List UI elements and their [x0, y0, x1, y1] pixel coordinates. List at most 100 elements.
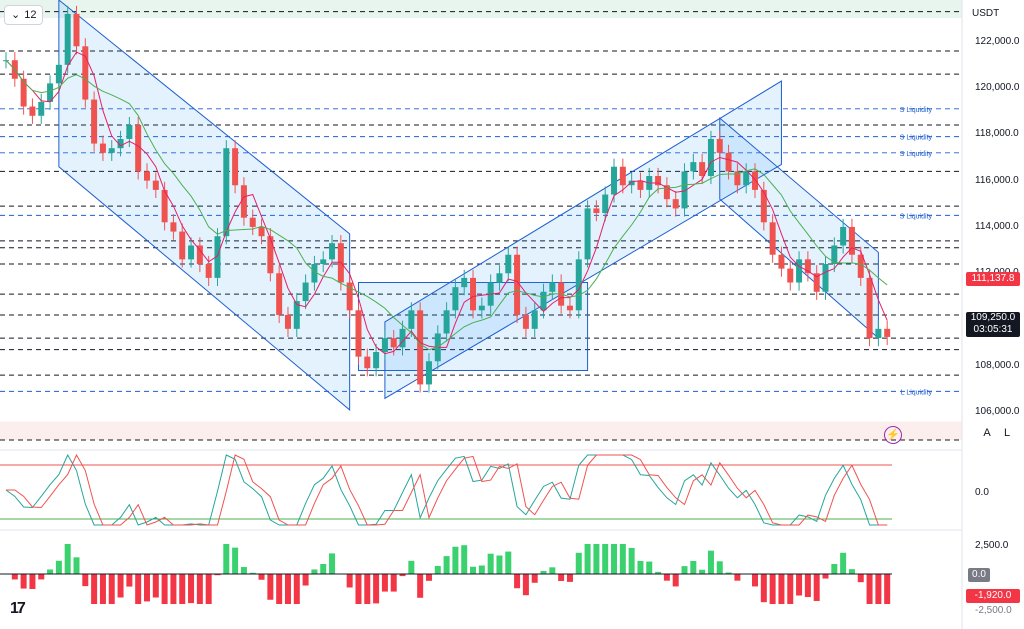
oscillator-zero-label: 0.0	[975, 487, 989, 498]
histogram-bar	[214, 574, 221, 576]
histogram-bottom-label: -2,500.0	[975, 605, 1012, 616]
histogram-bar	[143, 574, 150, 602]
candle-body	[875, 328, 882, 339]
candle-body	[381, 338, 388, 352]
histogram-bar	[408, 560, 415, 574]
histogram-bar	[20, 574, 27, 589]
histogram-bar	[188, 574, 195, 604]
candle-body	[205, 264, 212, 278]
histogram-bar	[496, 555, 503, 574]
candle-body	[320, 259, 327, 264]
down-channel-left	[58, 0, 351, 411]
log-scale-button[interactable]: L	[1003, 427, 1011, 439]
candle-body	[126, 125, 133, 139]
histogram-bar	[848, 569, 855, 574]
histogram-bar	[866, 574, 873, 604]
liquidity-label: S Liquidity	[900, 213, 933, 220]
histogram-bar	[760, 574, 767, 603]
histogram-bar	[99, 574, 106, 604]
histogram-bar	[443, 556, 450, 574]
interval-selector[interactable]: ⌄ 12	[4, 5, 44, 25]
histogram-bar	[425, 574, 432, 581]
histogram-bar	[637, 560, 644, 574]
histogram-bar	[470, 566, 477, 574]
price-axis-label: 106,000.0	[975, 406, 1020, 418]
histogram-bar	[505, 551, 512, 574]
histogram-bar	[514, 574, 521, 589]
histogram-bar	[82, 574, 89, 587]
candle-body	[161, 189, 168, 223]
candle-body	[399, 328, 406, 348]
histogram-bar	[593, 544, 600, 574]
candle-body	[725, 152, 732, 172]
histogram-top-label: 2,500.0	[975, 540, 1009, 551]
price-axis-label: 116,000.0	[975, 174, 1019, 186]
candle-body	[505, 254, 512, 274]
candle-body	[143, 171, 150, 181]
candle-body	[329, 243, 336, 260]
candle-body	[628, 180, 635, 186]
histogram-bar	[672, 574, 679, 587]
histogram-bar	[558, 574, 565, 581]
histogram-bar	[329, 553, 336, 574]
histogram-bar	[179, 574, 186, 604]
histogram-bar	[831, 564, 838, 574]
current-price: 109,250.0	[970, 312, 1016, 323]
histogram-bar	[240, 567, 247, 574]
candle-body	[778, 254, 785, 269]
candle-body	[478, 305, 485, 311]
histogram-bar	[716, 561, 723, 574]
candle-body	[390, 338, 397, 348]
ma-price-badge: 111,137.8	[966, 272, 1020, 286]
candle-body	[232, 148, 239, 186]
candle-body	[716, 138, 723, 153]
candle-body	[831, 245, 838, 264]
liquidity-label: L Liquidity	[901, 389, 933, 396]
histogram-bar	[734, 574, 741, 581]
currency-label[interactable]: USDT	[972, 8, 1000, 19]
candle-body	[549, 282, 556, 292]
candle-body	[188, 245, 195, 260]
histogram-bar	[11, 574, 18, 580]
chevron-down-icon: ⌄	[11, 9, 21, 21]
liquidity-label: S Liquidity	[900, 135, 933, 142]
candle-body	[681, 171, 688, 209]
interval-label: 12	[24, 9, 37, 21]
price-axis-label: 114,000.0	[975, 220, 1019, 232]
liquidity-label: S Liquidity	[900, 151, 933, 158]
histogram-bar	[681, 566, 688, 574]
candle-body	[584, 208, 591, 260]
candle-body	[196, 245, 203, 264]
candle-body	[496, 273, 503, 283]
histogram-bar	[769, 574, 776, 604]
histogram-bar	[29, 574, 36, 589]
candle-body	[522, 314, 529, 329]
autoscale-button[interactable]: A	[983, 427, 991, 439]
histogram-bar	[355, 574, 362, 604]
histogram-bar	[170, 574, 177, 604]
histogram-bar	[822, 574, 829, 579]
candle-body	[884, 328, 891, 337]
lightning-icon[interactable]: ⚡	[884, 426, 902, 444]
histogram-bar	[628, 547, 635, 574]
top-zone	[0, 0, 962, 18]
candle-body	[223, 148, 230, 237]
candle-body	[276, 273, 283, 315]
countdown: 03:05:31	[973, 324, 1013, 335]
price-axis-label: 122,000.0	[975, 35, 1020, 47]
histogram-bar	[373, 574, 380, 604]
histogram-bar	[399, 574, 406, 577]
price-axis-label: 120,000.0	[975, 82, 1020, 93]
candle-body	[38, 101, 45, 116]
histogram-bar	[258, 574, 265, 580]
histogram-bar	[461, 545, 468, 574]
liquidity-label: S Liquidity	[900, 107, 933, 114]
candle-body	[302, 282, 309, 302]
candle-body	[655, 176, 662, 186]
histogram-bar	[452, 546, 459, 574]
histogram-bar	[487, 553, 494, 574]
histogram-bar	[584, 544, 591, 574]
histogram-bar	[602, 544, 609, 574]
candle-body	[293, 301, 300, 329]
